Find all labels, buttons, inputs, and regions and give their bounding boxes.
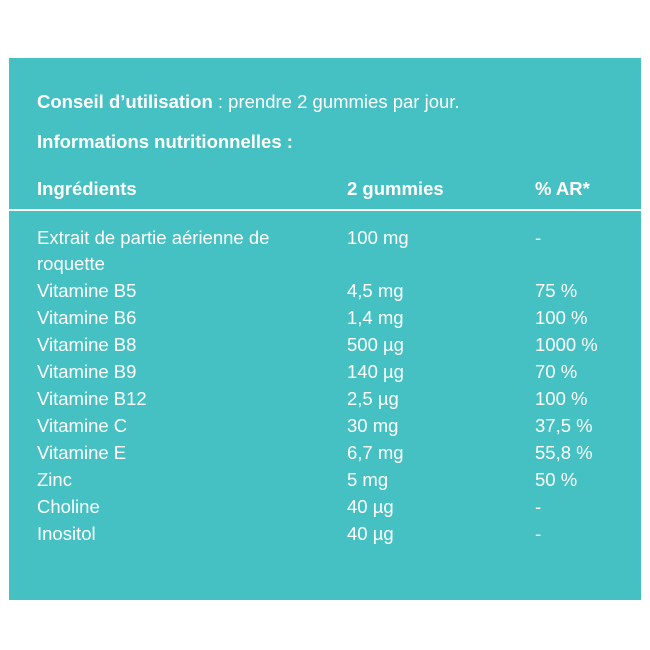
ingredient-cell: Zinc [37,469,72,490]
header-amount: 2 gummies [347,178,444,199]
amount-cell: 40 µg [347,496,394,517]
amount-cell: 6,7 mg [347,442,404,463]
amount-cell: 40 µg [347,523,394,544]
table-row: Vitamine B6 1,4 mg 100 % [9,305,641,332]
header-ar: % AR* [535,178,590,199]
ar-cell: - [535,227,542,248]
amount-cell: 4,5 mg [347,280,404,301]
ingredient-cell: Vitamine B5 [37,280,137,301]
ar-cell: 70 % [535,361,578,382]
table-row: Inositol 40 µg - [9,521,641,548]
ar-cell: 55,8 % [535,442,593,463]
table-row: Vitamine B12 2,5 µg 100 % [9,386,641,413]
amount-cell: 100 mg [347,227,409,248]
ingredient-cell: Vitamine B12 [37,388,147,409]
usage-advice-text: : prendre 2 gummies par jour. [212,91,460,112]
header-divider [9,209,641,211]
ar-cell: 50 % [535,469,578,490]
table-row: Vitamine B9 140 µg 70 % [9,359,641,386]
ingredient-cell: Vitamine C [37,415,128,436]
usage-advice: Conseil d’utilisation : prendre 2 gummie… [37,91,460,113]
amount-cell: 2,5 µg [347,388,399,409]
table-row: Choline 40 µg - [9,494,641,521]
amount-cell: 5 mg [347,469,389,490]
ar-cell: 100 % [535,388,588,409]
table-row: Vitamine B8 500 µg 1000 % [9,332,641,359]
ingredient-cell: Choline [37,496,100,517]
ingredient-cell: Extrait de partie aérienne de roquette [37,227,270,274]
table-row: Vitamine E 6,7 mg 55,8 % [9,440,641,467]
ingredient-cell: Inositol [37,523,96,544]
ingredient-cell: Vitamine B6 [37,307,137,328]
amount-cell: 1,4 mg [347,307,404,328]
ingredient-cell: Vitamine B8 [37,334,137,355]
ar-cell: 100 % [535,307,588,328]
table-row: Zinc 5 mg 50 % [9,467,641,494]
header-ingredients: Ingrédients [37,178,137,199]
nutrition-panel: Conseil d’utilisation : prendre 2 gummie… [9,58,641,600]
ingredient-cell: Vitamine E [37,442,127,463]
ingredient-cell: Vitamine B9 [37,361,137,382]
ar-cell: - [535,523,542,544]
nutrition-title: Informations nutritionnelles : [37,131,293,152]
table-row: Vitamine B5 4,5 mg 75 % [9,278,641,305]
ar-cell: - [535,496,542,517]
amount-cell: 30 mg [347,415,399,436]
amount-cell: 140 µg [347,361,404,382]
ar-cell: 37,5 % [535,415,593,436]
nutrition-table: Extrait de partie aérienne de roquette 1… [9,225,641,548]
table-row: Vitamine C 30 mg 37,5 % [9,413,641,440]
amount-cell: 500 µg [347,334,404,355]
usage-advice-label: Conseil d’utilisation [37,91,213,112]
ar-cell: 1000 % [535,334,598,355]
table-row: Extrait de partie aérienne de roquette 1… [9,225,641,278]
ar-cell: 75 % [535,280,578,301]
